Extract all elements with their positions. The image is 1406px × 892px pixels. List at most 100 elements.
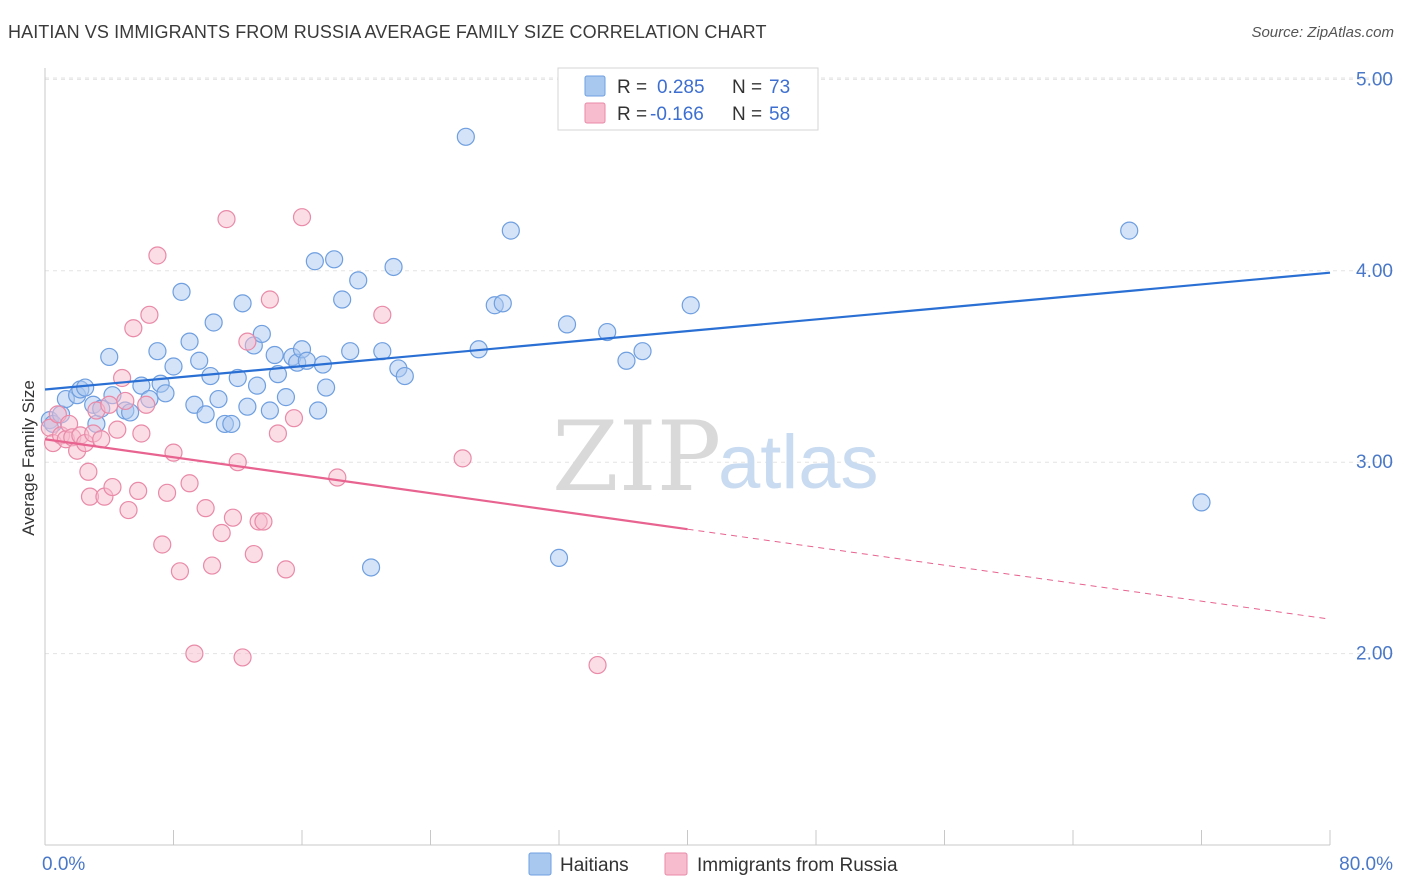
legend-swatch-haitians xyxy=(584,75,606,97)
point-russia-26 xyxy=(140,305,159,324)
point-haitians-57 xyxy=(456,127,475,146)
point-russia-47 xyxy=(276,560,296,579)
point-haitians-29 xyxy=(222,414,241,434)
point-russia-20 xyxy=(116,391,135,411)
point-haitians-47 xyxy=(316,378,336,397)
point-haitians-68 xyxy=(1120,221,1139,240)
point-russia-37 xyxy=(217,210,236,229)
point-russia-35 xyxy=(202,556,222,575)
point-haitians-32 xyxy=(238,397,257,416)
x-tick-label-left: 0.0% xyxy=(42,854,85,875)
legend-n-label-russia: N = xyxy=(732,104,762,125)
legend-r-label-haitians: R = xyxy=(617,77,647,98)
point-haitians-67 xyxy=(681,296,700,315)
trendline-russia-extrapolated xyxy=(687,528,1331,620)
watermark-zip: ZIP xyxy=(552,401,721,513)
x-ticks xyxy=(44,830,1331,845)
point-russia-27 xyxy=(148,246,167,265)
point-russia-36 xyxy=(212,523,231,543)
point-russia-53 xyxy=(588,655,607,675)
point-haitians-39 xyxy=(276,388,296,407)
legend-n-label-haitians: N = xyxy=(732,77,762,98)
point-russia-46 xyxy=(268,424,288,443)
gridlines xyxy=(45,77,1395,655)
y-tick-label-3: 5.00 xyxy=(1356,69,1393,90)
points-layer xyxy=(40,127,1211,675)
legend-r-value-haitians: 0.285 xyxy=(657,77,705,98)
series-legend-label-russia: Immigrants from Russia xyxy=(697,855,898,876)
x-tick-label-right: 80.0% xyxy=(1339,854,1393,875)
point-haitians-19 xyxy=(164,357,183,376)
point-russia-42 xyxy=(244,544,263,564)
legend-n-value-haitians: 73 xyxy=(769,77,790,98)
point-russia-51 xyxy=(373,305,392,324)
point-haitians-27 xyxy=(209,389,228,409)
point-russia-21 xyxy=(119,500,138,520)
point-haitians-30 xyxy=(228,368,247,388)
trendline-haitians xyxy=(44,271,1331,391)
point-haitians-20 xyxy=(172,282,191,301)
point-russia-10 xyxy=(79,462,98,481)
point-haitians-36 xyxy=(260,401,279,420)
point-haitians-16 xyxy=(148,342,167,361)
point-haitians-38 xyxy=(268,365,288,384)
point-russia-28 xyxy=(153,535,172,554)
series-legend-swatch-haitians xyxy=(528,852,552,876)
source-credit: Source: ZipAtlas.com xyxy=(1251,24,1394,41)
point-russia-23 xyxy=(129,481,148,501)
point-russia-41 xyxy=(238,332,257,351)
point-haitians-6 xyxy=(76,378,95,397)
point-haitians-45 xyxy=(308,401,328,420)
point-russia-22 xyxy=(124,319,143,338)
point-haitians-50 xyxy=(341,342,360,361)
watermark-atlas: atlas xyxy=(718,420,879,505)
point-russia-34 xyxy=(196,499,215,518)
point-haitians-10 xyxy=(100,347,119,367)
point-haitians-34 xyxy=(247,376,267,395)
point-haitians-62 xyxy=(549,548,569,568)
y-tick-label-2: 4.00 xyxy=(1356,261,1393,282)
series-legend-swatch-russia xyxy=(664,852,688,876)
y-tick-labels: 2.00 3.00 4.00 5.00 xyxy=(1356,69,1393,664)
point-haitians-51 xyxy=(349,271,368,290)
point-russia-29 xyxy=(157,483,177,502)
point-russia-52 xyxy=(453,449,472,468)
point-haitians-37 xyxy=(265,345,284,365)
point-haitians-65 xyxy=(617,351,636,370)
point-haitians-49 xyxy=(333,290,352,309)
chart-title: HAITIAN VS IMMIGRANTS FROM RUSSIA AVERAG… xyxy=(8,22,767,42)
legend-r-label-russia: R = xyxy=(617,104,647,125)
point-haitians-35 xyxy=(252,324,271,344)
point-haitians-18 xyxy=(156,384,175,403)
point-haitians-52 xyxy=(361,558,381,577)
point-haitians-31 xyxy=(233,294,252,313)
point-haitians-54 xyxy=(384,257,403,277)
point-haitians-69 xyxy=(1192,493,1211,512)
point-russia-45 xyxy=(260,290,279,309)
point-haitians-66 xyxy=(633,342,652,361)
point-russia-16 xyxy=(100,395,119,414)
point-russia-17 xyxy=(103,477,122,497)
legend-r-value-russia: -0.166 xyxy=(650,104,704,125)
series-legend: Haitians Immigrants from Russia xyxy=(528,852,898,876)
point-haitians-64 xyxy=(598,322,617,342)
watermark: ZIP atlas xyxy=(552,401,879,513)
point-russia-44 xyxy=(254,512,273,531)
point-russia-50 xyxy=(328,468,347,487)
point-haitians-48 xyxy=(325,250,344,269)
point-haitians-24 xyxy=(196,405,215,424)
point-haitians-26 xyxy=(204,313,223,332)
point-haitians-60 xyxy=(493,294,512,313)
point-russia-32 xyxy=(180,474,199,493)
y-axis-label: Average Family Size xyxy=(19,380,38,536)
point-haitians-53 xyxy=(373,342,392,361)
point-haitians-56 xyxy=(395,366,414,386)
point-haitians-44 xyxy=(305,252,324,271)
point-haitians-61 xyxy=(501,221,520,240)
point-russia-49 xyxy=(292,208,312,227)
y-tick-label-0: 2.00 xyxy=(1356,644,1393,665)
correlation-legend: R = 0.285 N = 73 R = -0.166 N = 58 xyxy=(557,67,819,131)
point-haitians-23 xyxy=(190,351,209,370)
trend-layer xyxy=(44,271,1331,620)
